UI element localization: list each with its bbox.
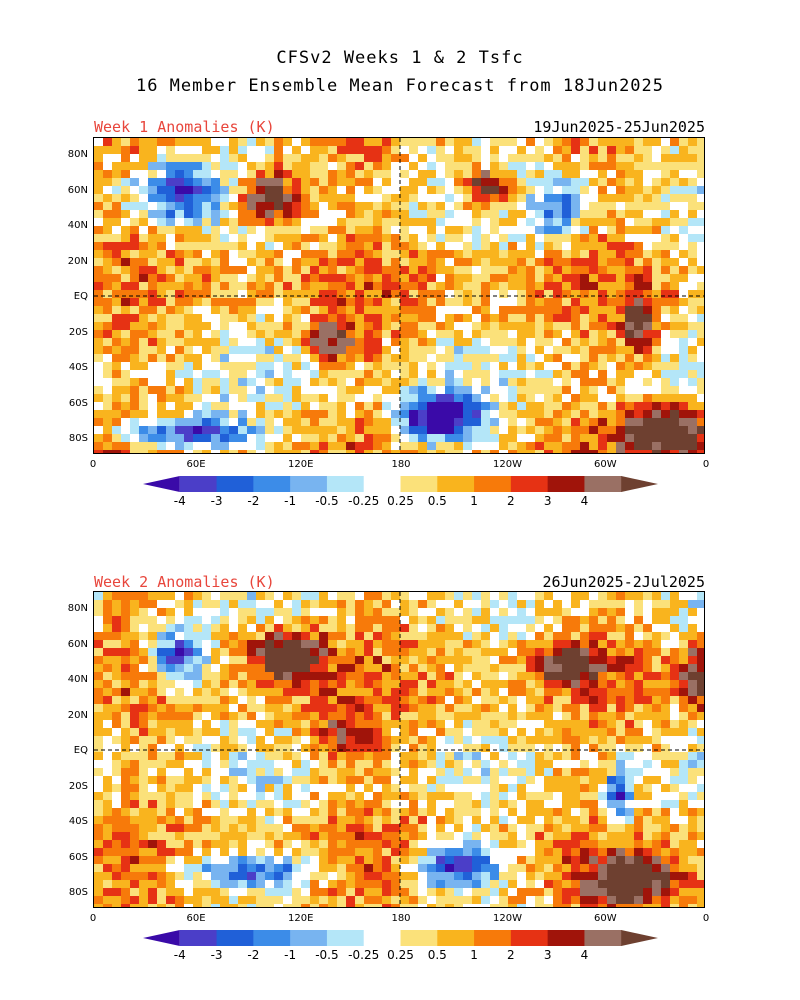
colorbar-swatch	[547, 930, 585, 946]
colorbar-tick-label: 4	[580, 948, 589, 962]
week1-label: Week 1 Anomalies (K)	[94, 118, 275, 136]
colorbar-swatch	[326, 930, 365, 946]
lat-tick-label: 60S	[68, 397, 88, 409]
week2-dates: 26Jun2025-2Jul2025	[542, 573, 705, 591]
colorbar-tick-label: -1	[284, 494, 297, 508]
colorbar-swatch	[584, 930, 622, 946]
lon-tick-label: 120W	[493, 459, 522, 470]
colorbar-swatch	[216, 476, 254, 492]
colorbar-swatch	[437, 476, 475, 492]
lat-tick-label: EQ	[73, 745, 88, 756]
colorbar-tick-label: -0.5	[315, 948, 339, 962]
colorbar-swatch	[290, 476, 328, 492]
colorbar-swatch	[179, 476, 218, 492]
week1-dates: 19Jun2025-25Jun2025	[533, 118, 705, 136]
lon-tick-label: 0	[89, 459, 97, 470]
colorbar-tick-label: 1	[470, 948, 478, 962]
lat-tick-label: 40S	[68, 816, 88, 827]
colorbar-tick-label: 4	[580, 494, 589, 508]
lon-tick-label: 0	[702, 459, 710, 470]
lon-tick-label: 60W	[594, 913, 617, 924]
colorbar-swatch	[437, 930, 475, 946]
week1-anomaly-map	[93, 137, 705, 454]
colorbar-tick-label: -0.25	[348, 948, 380, 962]
colorbar-swatch	[179, 930, 218, 946]
colorbar-tick-label: 0.5	[427, 948, 447, 962]
lon-tick-label: 0	[702, 913, 710, 924]
colorbar-swatch	[363, 476, 401, 492]
lat-tick-label: 20N	[67, 255, 88, 267]
colorbar-tick-label: 3	[543, 494, 552, 508]
colorbar-swatch	[474, 930, 512, 946]
colorbar-tick-label: 2	[507, 494, 515, 508]
colorbar-swatch	[143, 930, 180, 946]
chart-subtitle: 16 Member Ensemble Mean Forecast from 18…	[135, 76, 665, 96]
colorbar-tick-label: -0.25	[348, 494, 380, 508]
lon-tick-label: 60E	[186, 459, 206, 470]
colorbar-tick-label: 0.25	[387, 948, 414, 962]
lat-tick-label: 40N	[67, 674, 88, 685]
week2-label: Week 2 Anomalies (K)	[94, 573, 275, 591]
colorbar-tick-label: -3	[210, 494, 223, 508]
lon-tick-label: 60W	[594, 459, 617, 470]
colorbar-tick-label: -3	[210, 948, 223, 962]
colorbar-swatch	[143, 476, 180, 492]
anomaly-field	[94, 592, 704, 907]
colorbar-tick-label: 0.25	[387, 494, 414, 508]
colorbar-swatch	[584, 476, 622, 492]
colorbar-swatch	[621, 930, 658, 946]
lon-tick-label: 120E	[288, 459, 314, 470]
lon-tick-label: 180	[391, 459, 411, 470]
anomaly-field	[94, 138, 704, 453]
lon-tick-label: 60E	[186, 913, 206, 924]
colorbar-swatch	[216, 930, 254, 946]
colorbar-tick-label: -2	[247, 494, 260, 508]
lon-tick-label: 180	[391, 913, 411, 924]
lat-tick-label: 40N	[67, 220, 88, 231]
lat-tick-label: EQ	[73, 291, 88, 302]
colorbar-tick-label: 2	[507, 948, 515, 962]
colorbar-swatch	[547, 476, 585, 492]
colorbar-tick-label: 0.5	[427, 494, 447, 508]
colorbar-tick-label: -0.5	[315, 494, 339, 508]
lon-tick-label: 120W	[493, 913, 522, 924]
lon-tick-label: 0	[89, 913, 97, 924]
colorbar-swatch	[326, 476, 365, 492]
week2-anomaly-map	[93, 591, 705, 908]
lat-tick-label: 80N	[67, 149, 88, 160]
lat-tick-label: 20S	[68, 326, 88, 338]
lat-tick-label: 40S	[68, 362, 88, 373]
colorbar-tick-label: -4	[173, 494, 186, 508]
colorbar-tick-label: 3	[543, 948, 552, 962]
colorbar-swatch	[621, 476, 658, 492]
colorbar-swatch	[290, 930, 328, 946]
colorbar-swatch	[253, 476, 291, 492]
lat-tick-label: 80N	[67, 603, 88, 614]
lat-tick-label: 20N	[67, 709, 88, 721]
colorbar-swatch	[363, 930, 401, 946]
colorbar-tick-label: 1	[470, 494, 478, 508]
colorbar-tick-label: -1	[284, 948, 297, 962]
colorbar-tick-label: -4	[173, 948, 186, 962]
colorbar-swatch	[474, 476, 512, 492]
week2-colorbar	[143, 928, 658, 948]
lat-tick-label: 80S	[68, 433, 88, 444]
lat-tick-label: 60N	[67, 638, 88, 650]
lat-tick-label: 20S	[68, 780, 88, 792]
colorbar-swatch	[510, 930, 549, 946]
colorbar-swatch	[510, 476, 549, 492]
colorbar-swatch	[253, 930, 291, 946]
lat-tick-label: 80S	[68, 887, 88, 898]
lat-tick-label: 60S	[68, 851, 88, 863]
lat-tick-label: 60N	[67, 184, 88, 196]
colorbar-swatch	[400, 930, 438, 946]
colorbar-tick-label: -2	[247, 948, 260, 962]
colorbar-swatch	[400, 476, 438, 492]
lon-tick-label: 120E	[288, 913, 314, 924]
week1-colorbar	[143, 474, 658, 494]
chart-title: CFSv2 Weeks 1 & 2 Tsfc	[276, 48, 524, 68]
